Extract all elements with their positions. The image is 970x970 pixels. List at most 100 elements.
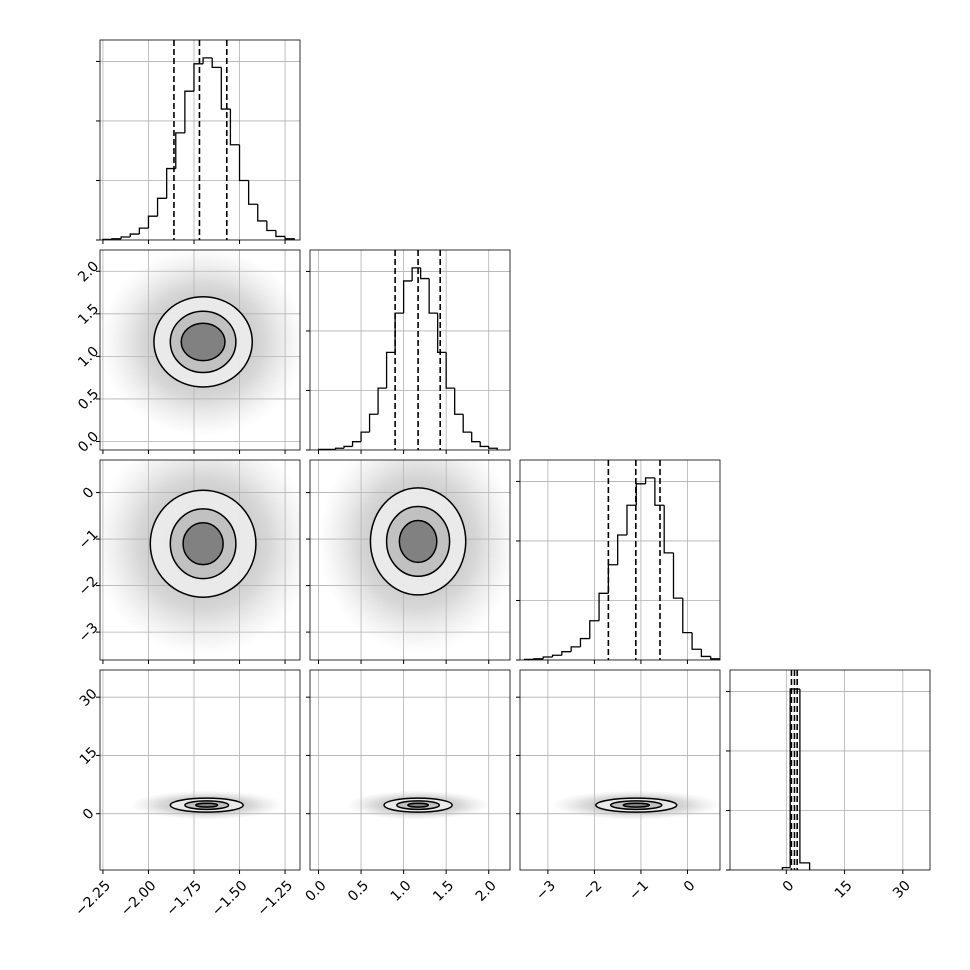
panel-frame	[309, 249, 511, 451]
panel-frame	[99, 669, 301, 871]
x-tick-label: 2.0	[473, 878, 500, 905]
plot-area	[520, 460, 720, 660]
histogram-step	[166, 167, 176, 199]
y-tick-label: 0	[80, 806, 98, 824]
panel	[306, 249, 511, 454]
panel: −3 −2 −1 0	[516, 669, 721, 904]
x-tick-label: 0.5	[345, 878, 372, 905]
x-tick-label: 15	[832, 878, 856, 902]
histogram-step	[402, 280, 413, 314]
histogram-step	[175, 132, 185, 169]
histogram-step	[120, 236, 131, 239]
histogram-step	[147, 215, 158, 229]
histogram-step	[462, 414, 472, 433]
contour	[180, 322, 226, 362]
y-tick-label: 15	[77, 744, 101, 768]
y-tick-label: 0	[80, 484, 98, 502]
y-tick-label: 1.0	[75, 344, 102, 371]
y-tick-label: −1	[76, 527, 102, 553]
x-tick-label: −2	[580, 878, 606, 904]
y-tick-label: 1.5	[75, 301, 102, 328]
histogram-step	[561, 651, 572, 656]
histogram-step	[334, 447, 345, 450]
histogram-step	[368, 413, 379, 433]
histogram-step	[229, 109, 240, 146]
plot-area	[310, 670, 510, 870]
histogram-step	[257, 204, 267, 222]
contour	[195, 802, 219, 808]
histogram-step	[551, 654, 562, 658]
histogram-step	[533, 658, 544, 660]
histogram-step	[220, 67, 231, 110]
histogram-step	[542, 656, 553, 659]
histogram-step	[672, 552, 683, 599]
histogram-step	[377, 387, 387, 415]
panel-frame	[99, 459, 301, 661]
y-tick-label: 0.0	[75, 429, 102, 456]
panel: 0.0 0.5 1.0 1.5 2.0	[75, 249, 301, 456]
plot-area	[520, 670, 720, 870]
y-tick-label: 0.5	[75, 386, 102, 413]
histogram-step	[617, 534, 627, 565]
histogram-step	[700, 649, 711, 658]
plot-area	[100, 670, 300, 870]
histogram-step	[589, 620, 600, 639]
histogram-step	[360, 431, 370, 442]
histogram-step	[184, 90, 194, 133]
histogram-step	[129, 233, 140, 238]
contour	[407, 802, 430, 808]
histogram-step	[781, 866, 791, 870]
x-tick-label: −1	[626, 878, 652, 904]
histogram-step	[663, 505, 674, 554]
panel-frame	[99, 39, 301, 241]
contour	[622, 802, 651, 808]
y-tick-label: 2.0	[75, 258, 102, 285]
histogram-step	[351, 441, 362, 447]
x-tick-label: −1.75	[163, 878, 205, 920]
panel-frame	[309, 669, 511, 871]
x-tick-label: −1.25	[254, 878, 296, 920]
histogram-step	[419, 267, 430, 280]
histogram-step	[579, 637, 590, 647]
histogram-step	[343, 445, 353, 449]
histogram-step	[385, 351, 396, 389]
x-tick-label: −1.50	[209, 878, 251, 920]
histogram-step	[394, 312, 404, 353]
histogram-step	[437, 313, 447, 354]
histogram-step	[710, 656, 720, 660]
panel: 0.0 0.5 1.0 1.5 2.0	[303, 669, 511, 905]
histogram-step	[644, 477, 655, 484]
contour	[182, 522, 224, 566]
plot-area	[310, 250, 510, 450]
x-tick-label: −2.25	[72, 878, 114, 920]
plot-area	[100, 460, 300, 660]
histogram-step	[479, 441, 489, 448]
histogram-step	[138, 227, 149, 235]
x-tick-label: 1.0	[388, 878, 415, 905]
histogram-step	[275, 230, 286, 238]
histogram-step	[598, 592, 609, 621]
x-tick-label: 30	[890, 878, 914, 902]
histogram-step	[428, 278, 438, 314]
histogram-step	[570, 646, 581, 652]
histogram-step	[211, 57, 222, 69]
panel-frame	[99, 249, 301, 451]
histogram-step	[454, 388, 464, 415]
histogram-step	[445, 352, 455, 389]
histogram-step	[266, 220, 276, 232]
histogram-step	[202, 57, 213, 64]
histogram-step	[654, 477, 665, 506]
panel-frame	[729, 669, 931, 871]
panel: 0 15 30	[726, 669, 931, 902]
y-tick-label: −2	[76, 573, 102, 599]
histogram-step	[682, 598, 693, 634]
panel-frame	[309, 459, 511, 661]
panel-frame	[519, 669, 721, 871]
histogram-step	[691, 632, 702, 650]
x-tick-label: 0	[681, 878, 699, 896]
histogram-step	[799, 689, 811, 870]
panel	[516, 459, 721, 664]
histogram-step	[471, 432, 481, 443]
histogram-step	[111, 238, 122, 240]
